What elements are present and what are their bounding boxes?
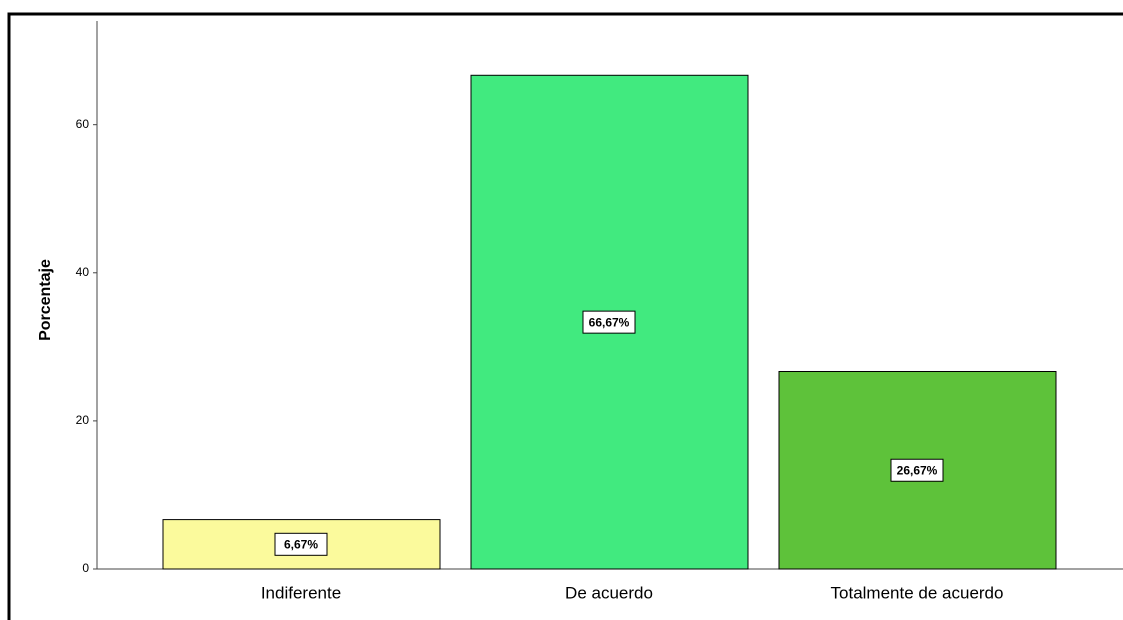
value-label: 26,67% [897,463,938,477]
value-label-box [274,532,328,556]
y-tick-label: 60 [76,117,90,131]
value-label-box [890,458,944,482]
x-tick-label: Totalmente de acuerdo [831,583,1004,602]
value-label-box [582,310,636,334]
value-label: 66,67% [589,315,630,329]
value-label: 6,67% [284,537,318,551]
y-axis-label: Porcentaje [37,259,54,341]
y-tick-label: 20 [76,413,90,427]
y-tick-label: 40 [76,265,90,279]
y-tick-label: 0 [82,561,89,575]
frame [7,12,1123,620]
x-tick-label: Indiferente [261,583,341,602]
x-tick-label: De acuerdo [565,583,653,602]
